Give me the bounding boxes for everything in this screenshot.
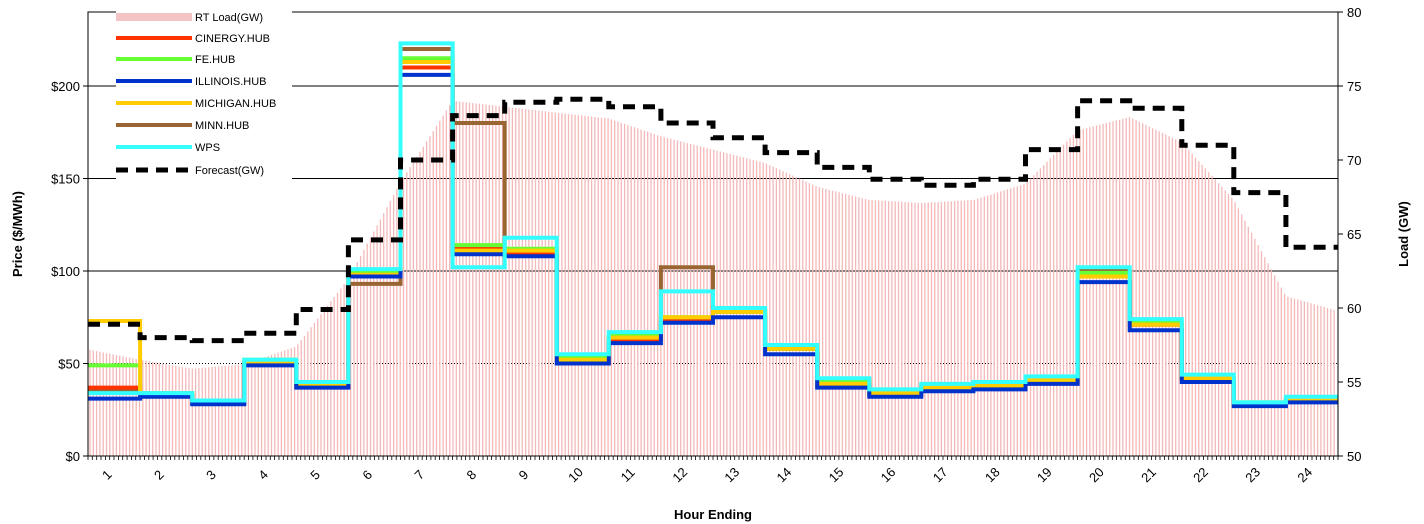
- plot-area: [87, 11, 1339, 457]
- legend-item-minn: MINN.HUB: [116, 120, 249, 132]
- right-axis-tick-label: 80: [1347, 5, 1361, 20]
- legend-label-forecast: Forecast(GW): [195, 165, 264, 177]
- right-axis-tick-label: 55: [1347, 375, 1361, 390]
- legend-label-rt-load: RT Load(GW): [195, 12, 263, 24]
- legend: RT Load(GW) CINERGY.HUB FE.HUB ILLINOIS.…: [116, 10, 292, 186]
- left-axis-tick-label: $0: [66, 449, 80, 464]
- x-axis-title: Hour Ending: [674, 507, 752, 522]
- left-axis-tick-label: $100: [51, 264, 80, 279]
- right-axis-tick-label: 50: [1347, 449, 1361, 464]
- legend-label-minn: MINN.HUB: [195, 120, 249, 132]
- legend-label-cinergy: CINERGY.HUB: [195, 33, 270, 45]
- left-y-axis: $0 $50 $100 $150 $200: [51, 79, 88, 464]
- left-axis-tick-label: $50: [58, 357, 80, 372]
- left-axis-title: Price ($/MWh): [10, 191, 25, 277]
- legend-item-wps: WPS: [116, 142, 220, 154]
- series-line-forecast: [88, 96, 1338, 344]
- legend-label-wps: WPS: [195, 142, 220, 154]
- right-axis-tick-label: 65: [1347, 227, 1361, 242]
- legend-item-michigan: MICHIGAN.HUB: [116, 98, 276, 110]
- legend-item-forecast: Forecast(GW): [116, 165, 264, 177]
- right-axis-tick-label: 70: [1347, 153, 1361, 168]
- legend-item-illinois: ILLINOIS.HUB: [116, 76, 267, 88]
- left-axis-tick-label: $200: [51, 79, 80, 94]
- price-series: [88, 41, 1338, 409]
- series-line-wps: [88, 41, 1338, 405]
- legend-label-fe: FE.HUB: [195, 54, 235, 66]
- rt-load-area: [89, 100, 1335, 456]
- left-axis-tick-label: $150: [51, 172, 80, 187]
- legend-item-cinergy: CINERGY.HUB: [116, 33, 270, 45]
- legend-label-illinois: ILLINOIS.HUB: [195, 76, 267, 88]
- right-axis-title: Load (GW): [1396, 201, 1411, 267]
- forecast-series: [88, 96, 1338, 344]
- right-axis-tick-label: 60: [1347, 301, 1361, 316]
- legend-item-rt-load: RT Load(GW): [116, 12, 263, 24]
- right-y-axis: 50 55 60 65 70 75 80: [1338, 5, 1361, 464]
- right-axis-tick-label: 75: [1347, 79, 1361, 94]
- legend-swatch-rt-load: [116, 13, 192, 21]
- legend-label-michigan: MICHIGAN.HUB: [195, 98, 276, 110]
- legend-item-fe: FE.HUB: [116, 54, 235, 66]
